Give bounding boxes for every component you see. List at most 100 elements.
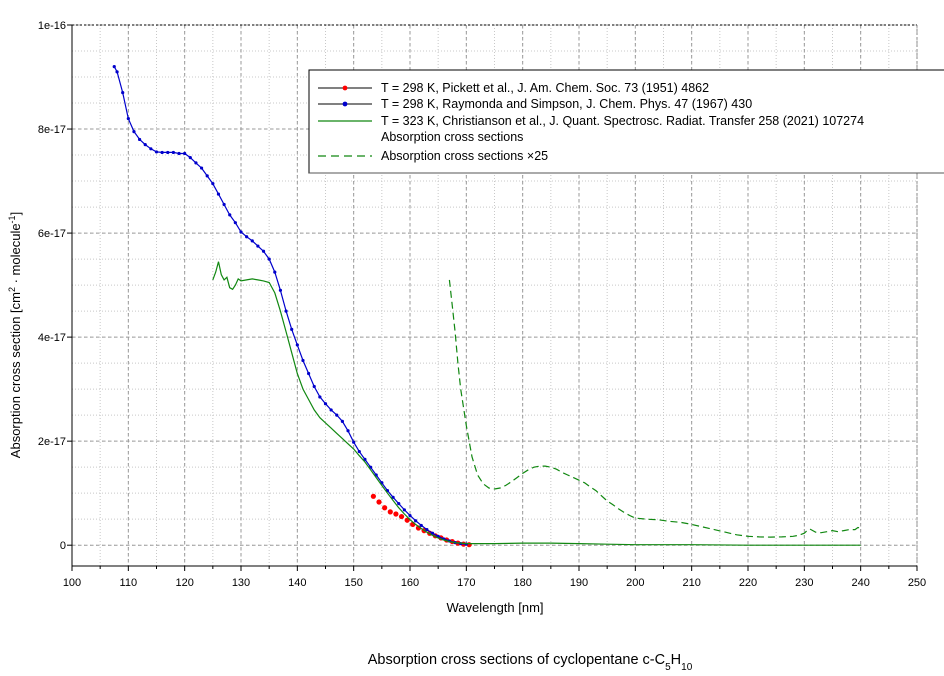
legend-label: T = 298 K, Raymonda and Simpson, J. Chem…	[381, 97, 752, 111]
series-point-1	[177, 151, 181, 156]
series-point-1	[166, 150, 170, 155]
x-tick-label: 140	[288, 577, 306, 589]
series-point-1	[363, 457, 367, 461]
series-point-1	[352, 440, 356, 444]
series-point-1	[419, 523, 423, 528]
series-point-1	[205, 174, 209, 178]
series-point-1	[132, 130, 136, 134]
series-point-1	[233, 221, 237, 225]
series-point-1	[245, 235, 249, 239]
legend-label: Absorption cross sections	[381, 130, 523, 144]
series-point-1	[239, 230, 243, 234]
series-point-0	[382, 505, 388, 511]
grid	[71, 24, 918, 566]
x-tick-label: 190	[570, 577, 588, 589]
x-tick-label: 170	[457, 577, 475, 589]
series-point-1	[112, 65, 116, 69]
series-line-1	[113, 66, 467, 545]
x-axis-title: Wavelength [nm]	[446, 600, 543, 615]
series-point-1	[329, 408, 333, 412]
series-point-1	[194, 161, 198, 165]
series-point-1	[121, 91, 125, 95]
x-tick-label: 110	[120, 577, 138, 589]
x-tick-label: 230	[795, 577, 813, 589]
series-point-1	[171, 150, 175, 155]
series-point-1	[301, 358, 305, 363]
series-point-1	[425, 527, 429, 532]
series-point-1	[115, 70, 119, 74]
series-line-3	[448, 279, 861, 538]
series-point-1	[143, 143, 147, 147]
series-line-2	[212, 261, 861, 546]
series-point-0	[370, 493, 376, 499]
x-tick-label: 120	[175, 577, 193, 589]
series-point-1	[340, 419, 344, 423]
series-point-1	[199, 166, 204, 170]
series-point-1	[284, 309, 288, 313]
legend-swatch-marker	[342, 101, 348, 107]
legend-label: Absorption cross sections ×25	[381, 149, 548, 163]
series-point-1	[250, 239, 254, 243]
series-point-0	[387, 509, 393, 515]
x-tick-label: 200	[626, 577, 644, 589]
legend-box	[308, 69, 944, 174]
series-point-1	[149, 147, 153, 151]
series-point-1	[256, 244, 260, 248]
axes: 100 110 120 130 140 150 160 170 180 190 200 210 220 2…	[38, 20, 926, 589]
y-tick-label: 4e-17	[38, 332, 66, 344]
x-tick-label: 100	[63, 577, 81, 589]
series-point-1	[126, 117, 130, 121]
series-point-1	[273, 270, 277, 274]
legend-label: T = 298 K, Pickett et al., J. Am. Chem. …	[381, 81, 709, 95]
y-tick-label: 6e-17	[38, 228, 66, 240]
series-point-1	[216, 192, 221, 196]
x-tick-label: 250	[908, 577, 926, 589]
legend-swatch-marker	[342, 85, 348, 91]
series-point-1	[188, 156, 192, 160]
chart-caption: Absorption cross sections of cyclopentan…	[368, 652, 693, 673]
series-point-1	[408, 513, 412, 518]
series-point-1	[211, 182, 215, 186]
series-point-1	[346, 429, 350, 433]
series-point-1	[295, 343, 299, 347]
series-point-0	[393, 511, 399, 517]
series-point-1	[160, 150, 164, 155]
series-point-1	[154, 150, 159, 154]
series-point-1	[430, 531, 435, 535]
y-tick-label: 0	[60, 540, 66, 552]
series-point-1	[414, 519, 418, 523]
y-tick-label: 1e-16	[38, 20, 66, 32]
series-point-0	[398, 513, 405, 520]
series-point-1	[335, 413, 339, 417]
x-tick-label: 220	[739, 577, 757, 589]
series-point-1	[267, 257, 271, 261]
series-point-0	[376, 499, 382, 505]
series-point-1	[290, 327, 294, 331]
series-point-1	[228, 213, 232, 217]
series-point-1	[391, 495, 395, 499]
series-point-1	[307, 371, 311, 376]
series-point-1	[278, 288, 283, 292]
series-point-1	[222, 202, 226, 207]
series-point-1	[323, 402, 328, 406]
series-point-1	[318, 395, 322, 399]
series-point-1	[183, 151, 187, 156]
series-point-1	[357, 449, 361, 454]
series-point-1	[402, 508, 406, 512]
legend-label: T = 323 K, Christianson et al., J. Quant…	[381, 114, 864, 128]
series-point-1	[397, 501, 401, 506]
x-tick-label: 160	[401, 577, 419, 589]
x-tick-label: 240	[851, 577, 869, 589]
x-tick-label: 150	[344, 577, 362, 589]
legend: T = 298 K, Pickett et al., J. Am. Chem. …	[308, 69, 944, 174]
x-tick-label: 180	[513, 577, 531, 589]
plot-area	[112, 65, 861, 548]
y-tick-label: 8e-17	[38, 124, 66, 136]
series-point-1	[312, 384, 316, 389]
series-point-1	[261, 249, 266, 253]
x-tick-label: 210	[682, 577, 700, 589]
y-tick-label: 2e-17	[38, 436, 66, 448]
series-point-1	[138, 137, 142, 142]
x-tick-label: 130	[232, 577, 250, 589]
